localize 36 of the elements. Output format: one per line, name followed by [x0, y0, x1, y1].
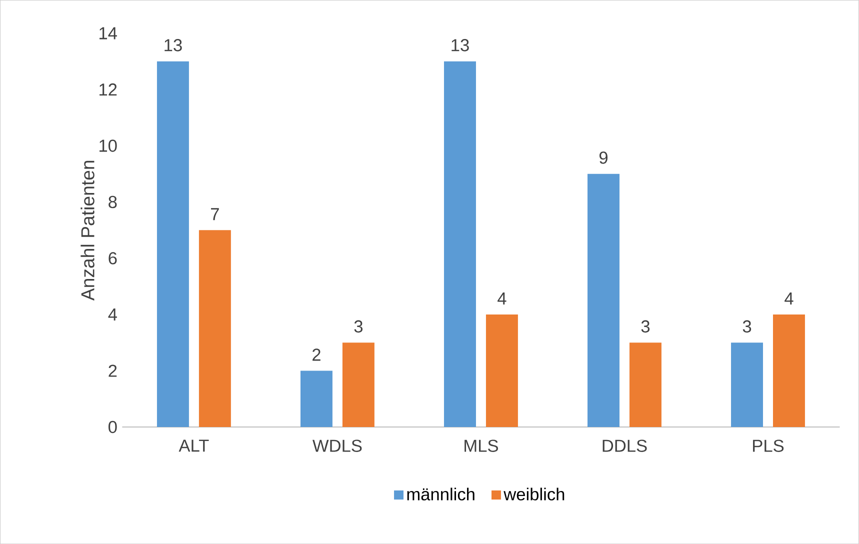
data-label: 3 — [354, 320, 363, 332]
x-tick-label: MLS — [464, 440, 498, 452]
data-label: 9 — [599, 151, 608, 164]
x-tick-label: WDLS — [312, 440, 362, 452]
bar — [156, 61, 189, 427]
y-tick-label: 6 — [108, 252, 117, 264]
bar — [486, 314, 518, 427]
y-tick-label: 14 — [100, 27, 117, 40]
y-tick-label: 2 — [108, 364, 117, 377]
data-label: 13 — [164, 38, 182, 52]
bar — [588, 174, 620, 427]
data-label: 4 — [498, 292, 506, 304]
data-label: 4 — [784, 292, 794, 304]
y-tick-label: 8 — [108, 196, 117, 208]
bar — [300, 370, 332, 427]
x-tick-label: ALT — [178, 440, 209, 452]
bar — [342, 342, 374, 427]
data-label: 13 — [452, 38, 469, 52]
bar — [198, 230, 231, 427]
y-tick-label: 0 — [108, 420, 117, 434]
data-label: 3 — [641, 320, 650, 332]
x-tick-label: PLS — [753, 440, 784, 452]
data-label: 2 — [312, 348, 320, 361]
y-tick-label: 4 — [108, 308, 117, 320]
legend-label: männlich — [407, 488, 474, 500]
bar — [731, 342, 763, 427]
data-label: 7 — [211, 208, 219, 220]
y-tick-label: 12 — [100, 83, 117, 96]
bar — [629, 342, 662, 427]
x-tick-label: DDLS — [602, 440, 647, 452]
bar — [444, 61, 476, 427]
legend-label: weiblich — [504, 488, 564, 500]
data-label: 3 — [742, 320, 752, 332]
bar — [772, 314, 805, 427]
y-axis-title: Anzahl Patienten — [80, 160, 94, 301]
y-tick-label: 10 — [100, 140, 117, 152]
